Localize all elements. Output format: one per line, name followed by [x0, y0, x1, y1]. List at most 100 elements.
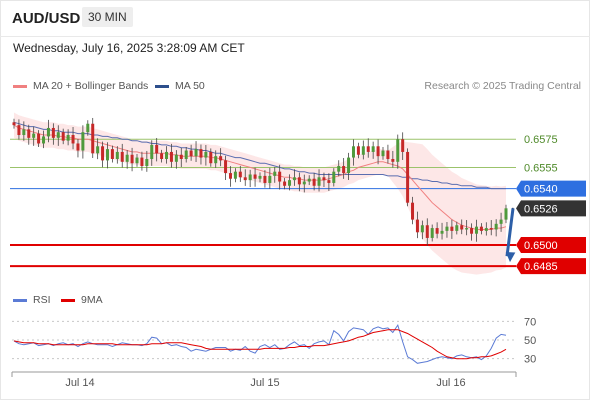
candle-body — [219, 156, 223, 161]
candle-body — [425, 225, 429, 238]
candle-body — [160, 153, 164, 159]
candle-body — [288, 180, 292, 186]
candle-body — [406, 151, 410, 203]
candle-body — [179, 154, 183, 159]
candle-body — [381, 150, 385, 157]
candle-body — [214, 156, 218, 164]
candle-body — [440, 230, 444, 234]
candle-body — [484, 228, 488, 231]
level-tag-support — [516, 258, 586, 275]
candle-body — [224, 160, 228, 174]
rsi-tick-label: 30 — [524, 354, 536, 366]
candle-body — [302, 181, 306, 185]
ma50-line — [13, 121, 506, 190]
candle-body — [332, 171, 336, 183]
candle-body — [283, 181, 287, 186]
candle-body — [233, 171, 237, 179]
level-label-pivot: 0.6540 — [524, 184, 558, 196]
candle-body — [396, 139, 400, 162]
rsi-tick-label: 50 — [524, 335, 536, 347]
forecast-arrow-head — [505, 251, 516, 263]
candle-body — [22, 129, 26, 136]
candles — [12, 117, 508, 246]
candle-body — [258, 175, 262, 179]
candle-body — [27, 129, 31, 138]
candle-body — [337, 166, 341, 172]
candle-body — [278, 171, 282, 182]
candle-body — [322, 177, 326, 181]
candle-body — [12, 122, 16, 126]
candle-body — [130, 154, 134, 164]
candle-body — [174, 154, 178, 162]
candle-body — [386, 150, 390, 159]
rsi-line — [13, 323, 507, 364]
candle-body — [351, 146, 355, 158]
datetime-text: Wednesday, July 16, 2025 3:28:09 AM CET — [13, 41, 245, 55]
candle-body — [42, 136, 46, 144]
candle-body — [474, 226, 478, 234]
candle-body — [342, 166, 346, 174]
candle-body — [120, 151, 124, 162]
legend-rsi-ma: 9MA — [61, 294, 103, 306]
legend-ma50: MA 50 — [155, 80, 205, 92]
candle-body — [470, 228, 474, 234]
candle-body — [504, 208, 508, 220]
candle-body — [317, 177, 321, 186]
symbol-title: AUD/USD — [12, 10, 81, 27]
x-tick-label: Jul 14 — [65, 377, 94, 389]
candle-body — [356, 146, 360, 155]
candle-body — [455, 225, 459, 231]
candle-body — [366, 146, 370, 152]
candle-body — [248, 174, 252, 181]
candle-body — [420, 225, 424, 233]
candle-body — [401, 139, 405, 152]
candle-body — [101, 146, 105, 161]
candle-body — [105, 149, 109, 161]
candle-body — [61, 132, 65, 141]
candle-body — [297, 177, 301, 185]
candle-body — [86, 123, 90, 133]
legend-ma20-label: MA 20 + Bollinger Bands — [33, 80, 149, 92]
candle-body — [445, 226, 449, 231]
candle-body — [115, 151, 119, 159]
candle-body — [56, 132, 60, 138]
candle-body — [371, 146, 375, 152]
x-tick-label: Jul 16 — [436, 377, 465, 389]
timeframe-badge[interactable]: 30 MIN — [82, 7, 133, 27]
candle-body — [140, 157, 144, 167]
level-label-resistance: 0.6575 — [524, 134, 558, 146]
candle-body — [194, 149, 198, 157]
level-label-support: 0.6500 — [524, 240, 558, 252]
candle-body — [96, 146, 100, 154]
header-bar: AUD/USD 30 MIN — [0, 0, 590, 37]
candle-body — [184, 150, 188, 159]
candle-body — [228, 173, 232, 179]
candle-body — [125, 154, 129, 162]
candle-body — [165, 151, 169, 159]
candle-body — [312, 178, 316, 186]
candle-body — [17, 125, 21, 136]
candle-body — [76, 143, 80, 151]
candle-body — [460, 225, 464, 230]
candle-body — [479, 226, 483, 231]
rsi-tick-label: 70 — [524, 316, 536, 328]
ma50-swatch — [155, 84, 169, 88]
legend-rsi-ma-label: 9MA — [81, 294, 103, 306]
candle-body — [273, 171, 277, 176]
candle-body — [430, 228, 434, 238]
ma20-swatch — [13, 84, 27, 88]
ma20-line — [13, 124, 507, 230]
candle-body — [51, 127, 55, 138]
candle-body — [81, 132, 85, 151]
candle-body — [91, 123, 95, 154]
legend-ma20: MA 20 + Bollinger Bands — [13, 80, 148, 92]
rsi-ma-line — [13, 329, 507, 360]
candle-body — [376, 146, 380, 157]
level-tag-support — [516, 236, 586, 253]
legend-rsi: RSI — [13, 294, 51, 306]
level-label-current: 0.6526 — [524, 203, 558, 215]
candle-body — [204, 151, 208, 158]
candle-body — [435, 228, 439, 234]
candle-body — [268, 175, 272, 183]
